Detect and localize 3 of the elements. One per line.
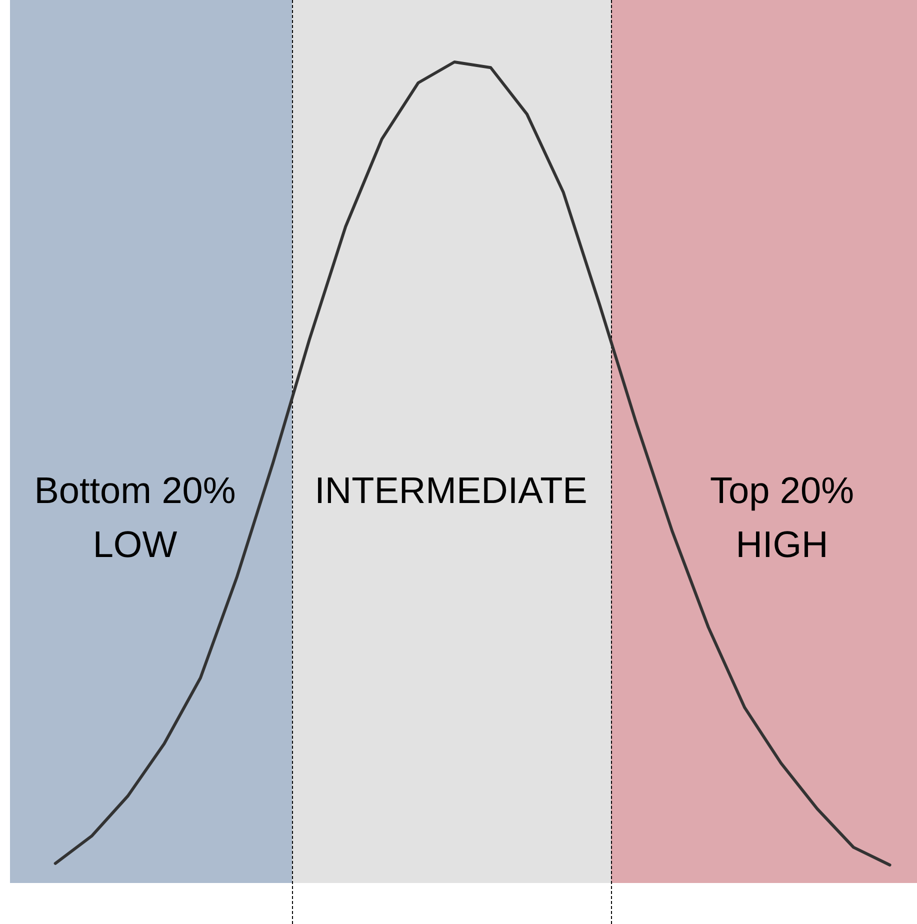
annotation: Bottom 20% LOW (34, 470, 236, 565)
annotation: Top 20% HIGH (710, 470, 854, 565)
annotation: INTERMEDIATE (314, 470, 588, 511)
